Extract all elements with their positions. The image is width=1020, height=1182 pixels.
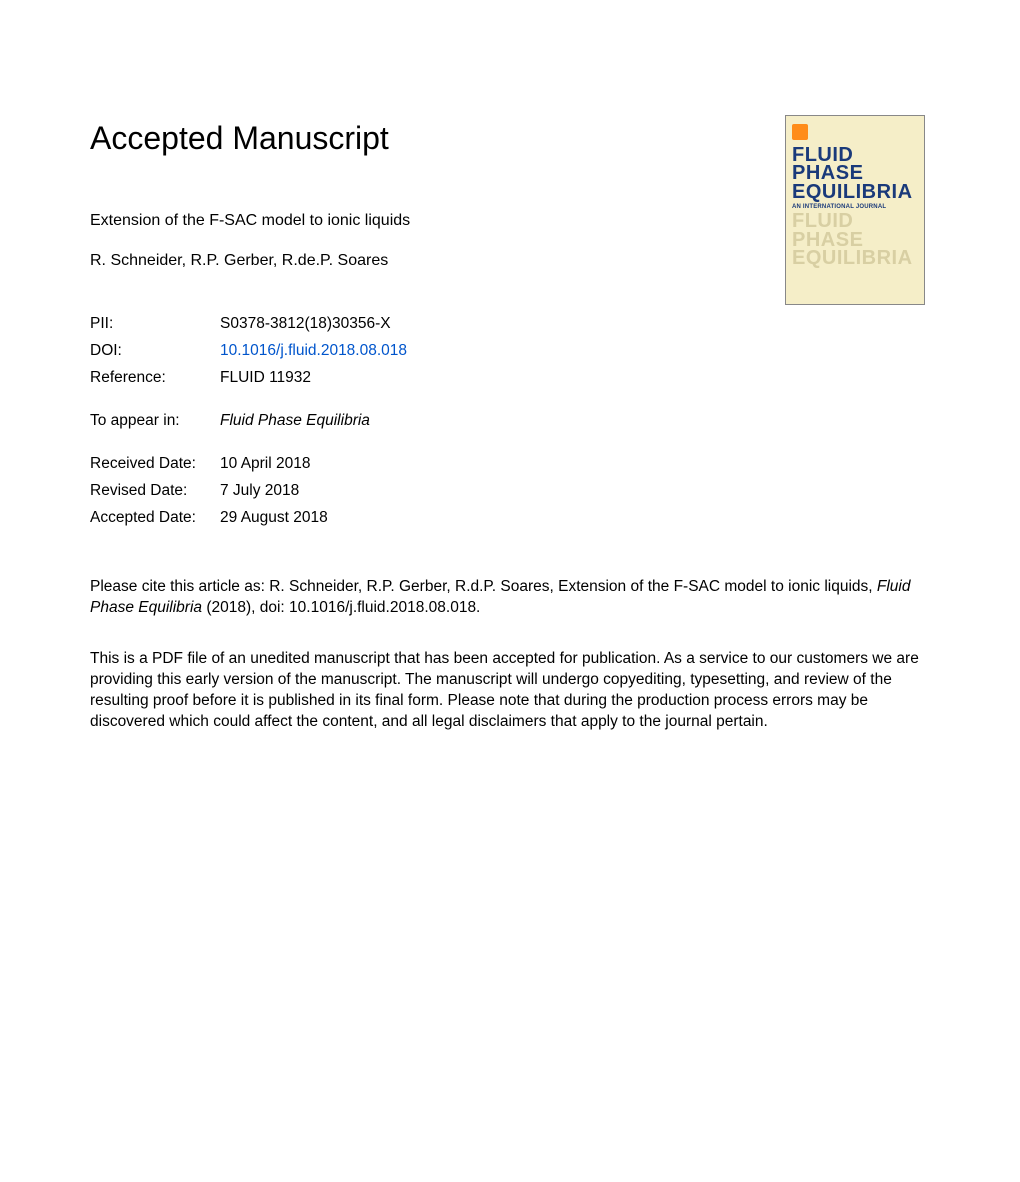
cover-top-bar	[792, 124, 918, 142]
reference-label: Reference:	[90, 369, 220, 387]
citation-prefix: Please cite this article as: R. Schneide…	[90, 578, 877, 595]
reference-value: FLUID 11932	[220, 369, 930, 387]
received-label: Received Date:	[90, 455, 220, 473]
pii-value: S0378-3812(18)30356-X	[220, 315, 930, 333]
cover-title-line2: EQUILIBRIA	[792, 183, 918, 201]
meta-row-revised: Revised Date: 7 July 2018	[90, 482, 930, 500]
journal-cover: FLUID PHASE EQUILIBRIA AN INTERNATIONAL …	[785, 115, 925, 305]
metadata-table: PII: S0378-3812(18)30356-X DOI: 10.1016/…	[90, 315, 930, 527]
doi-link[interactable]: 10.1016/j.fluid.2018.08.018	[220, 342, 930, 360]
meta-row-accepted: Accepted Date: 29 August 2018	[90, 509, 930, 527]
meta-row-pii: PII: S0378-3812(18)30356-X	[90, 315, 930, 333]
revised-label: Revised Date:	[90, 482, 220, 500]
meta-row-received: Received Date: 10 April 2018	[90, 455, 930, 473]
appear-value: Fluid Phase Equilibria	[220, 412, 930, 430]
appear-label: To appear in:	[90, 412, 220, 430]
disclaimer-text: This is a PDF file of an unedited manusc…	[90, 649, 930, 733]
accepted-label: Accepted Date:	[90, 509, 220, 527]
meta-row-reference: Reference: FLUID 11932	[90, 369, 930, 387]
revised-value: 7 July 2018	[220, 482, 930, 500]
meta-row-appear: To appear in: Fluid Phase Equilibria	[90, 412, 930, 430]
cover-title-line1: FLUID PHASE	[792, 146, 918, 183]
received-value: 10 April 2018	[220, 455, 930, 473]
pii-label: PII:	[90, 315, 220, 333]
cover-ghost-line1: FLUID PHASE	[792, 212, 918, 249]
elsevier-logo-icon	[792, 124, 808, 140]
citation-suffix: (2018), doi: 10.1016/j.fluid.2018.08.018…	[202, 599, 480, 616]
manuscript-page: FLUID PHASE EQUILIBRIA AN INTERNATIONAL …	[0, 0, 1020, 823]
doi-label: DOI:	[90, 342, 220, 360]
cover-ghost-line2: EQUILIBRIA	[792, 249, 918, 267]
citation-text: Please cite this article as: R. Schneide…	[90, 577, 930, 619]
accepted-value: 29 August 2018	[220, 509, 930, 527]
meta-row-doi: DOI: 10.1016/j.fluid.2018.08.018	[90, 342, 930, 360]
